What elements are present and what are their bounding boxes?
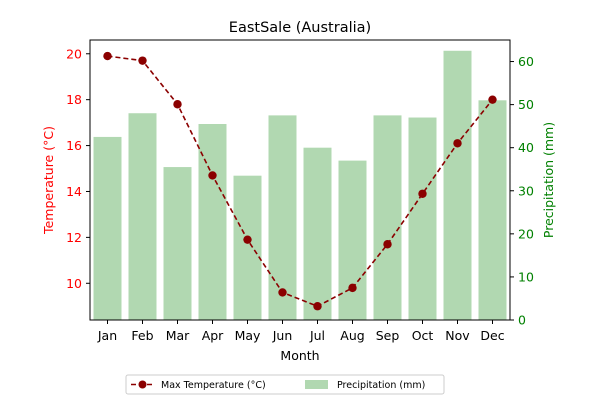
precipitation-bar-mar	[163, 167, 192, 320]
temperature-point-oct	[418, 189, 427, 198]
legend-bar-swatch	[305, 380, 328, 389]
x-tick-label-dec: Dec	[480, 328, 504, 343]
plot-frame	[89, 39, 511, 321]
x-tick-label-oct: Oct	[412, 328, 434, 343]
precipitation-bar-oct	[408, 117, 437, 321]
y-left-tick-label-10: 10	[66, 276, 82, 291]
y-left-tick-label-20: 20	[66, 46, 82, 61]
chart-title: EastSale (Australia)	[229, 20, 371, 36]
x-tick-label-mar: Mar	[166, 328, 190, 343]
legend-marker-swatch	[138, 380, 147, 389]
x-tick-label-feb: Feb	[131, 328, 153, 343]
temperature-point-mar	[173, 100, 182, 109]
legend: Max Temperature (°C) Precipitation (mm)	[125, 374, 445, 395]
temperature-line-series	[103, 51, 497, 311]
temperature-line	[107, 55, 494, 308]
temperature-point-sep	[383, 240, 392, 249]
precipitation-bar-jul	[303, 147, 332, 320]
x-tick-label-sep: Sep	[376, 328, 400, 343]
y-axis-right-label: Precipitation (mm)	[541, 122, 556, 238]
x-tick-label-jun: Jun	[272, 328, 293, 343]
precipitation-bar-may	[233, 175, 262, 320]
temperature-point-may	[243, 235, 252, 244]
y-right-tick-label-30: 30	[518, 183, 534, 198]
precipitation-bar-apr	[198, 124, 227, 320]
precipitation-bar-sep	[373, 115, 402, 320]
temperature-point-jul	[313, 302, 322, 311]
precipitation-bar-jan	[93, 136, 122, 320]
precipitation-bar-dec	[478, 100, 507, 320]
y-left-tick-label-14: 14	[66, 184, 82, 199]
y-left-tick-label-16: 16	[66, 138, 82, 153]
legend-frame	[125, 374, 445, 395]
precipitation-bar-aug	[338, 160, 367, 320]
x-tick-label-apr: Apr	[202, 328, 224, 343]
x-axis: Jan Feb Mar Apr May Jun Jul Aug Sep Oct Nov Dec	[97, 320, 505, 343]
y-right-tick-label-60: 60	[518, 54, 534, 69]
legend-entry-precipitation: Precipitation (mm)	[337, 380, 425, 391]
temperature-point-dec	[488, 95, 497, 104]
precipitation-bars	[93, 50, 507, 321]
y-right-tick-label-50: 50	[518, 97, 534, 112]
y-axis-right: 0 10 20 30 40 50 60	[510, 54, 534, 328]
precipitation-bar-nov	[443, 50, 472, 321]
temperature-point-aug	[348, 283, 357, 293]
y-axis-left-label: Temperature (°C)	[41, 126, 56, 235]
y-right-tick-label-20: 20	[518, 226, 534, 241]
x-tick-label-jul: Jul	[309, 328, 325, 343]
temperature-point-jan	[103, 51, 112, 61]
y-right-tick-label-40: 40	[518, 140, 534, 155]
legend-entry-temperature: Max Temperature (°C)	[161, 380, 266, 391]
y-right-tick-label-0: 0	[518, 313, 526, 328]
temperature-point-jun	[278, 288, 287, 297]
y-right-tick-label-10: 10	[518, 269, 534, 284]
x-tick-label-jan: Jan	[97, 328, 117, 343]
y-left-tick-label-18: 18	[66, 92, 82, 107]
y-axis-left: 10 12 14 16 18 20	[66, 46, 90, 291]
temperature-point-feb	[138, 56, 147, 65]
x-tick-label-aug: Aug	[340, 328, 364, 343]
temperature-point-apr	[208, 171, 217, 180]
precipitation-bar-feb	[128, 113, 157, 320]
temperature-point-nov	[453, 139, 462, 148]
x-axis-label: Month	[280, 348, 319, 363]
x-tick-label-may: May	[235, 328, 261, 343]
precipitation-bar-jun	[268, 115, 297, 320]
x-tick-label-nov: Nov	[445, 328, 470, 343]
y-left-tick-label-12: 12	[66, 230, 82, 245]
